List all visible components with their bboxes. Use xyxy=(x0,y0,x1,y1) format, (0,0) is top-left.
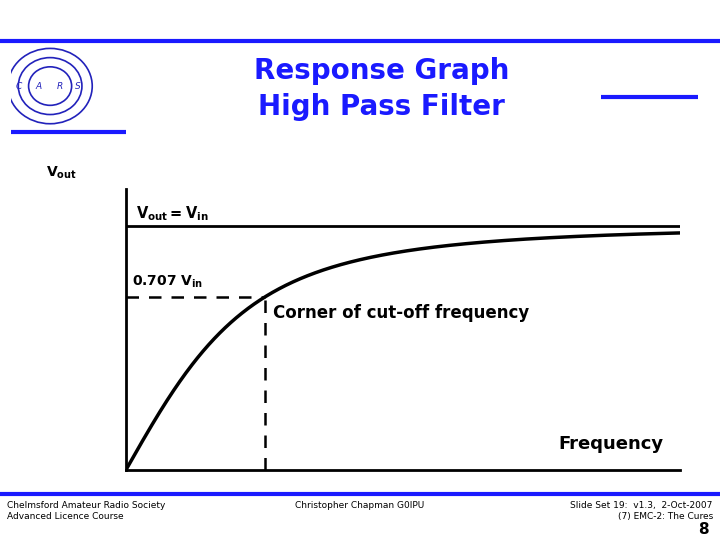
Text: Corner of cut-off frequency: Corner of cut-off frequency xyxy=(273,305,529,322)
Text: Christopher Chapman G0IPU: Christopher Chapman G0IPU xyxy=(295,501,425,510)
Text: R: R xyxy=(56,82,63,91)
Text: $\mathbf{0.707\ V_{in}}$: $\mathbf{0.707\ V_{in}}$ xyxy=(132,273,202,290)
Text: Slide Set 19:  v1.3,  2-Oct-2007: Slide Set 19: v1.3, 2-Oct-2007 xyxy=(570,501,713,510)
Text: $\mathbf{V_{out}}$: $\mathbf{V_{out}}$ xyxy=(46,165,76,181)
Text: $\mathbf{V_{out} = V_{in}}$: $\mathbf{V_{out} = V_{in}}$ xyxy=(136,204,209,223)
Text: Frequency: Frequency xyxy=(559,435,664,453)
Text: A: A xyxy=(36,82,42,91)
Text: 8: 8 xyxy=(698,522,709,537)
Text: Chelmsford Amateur Radio Society: Chelmsford Amateur Radio Society xyxy=(7,501,166,510)
Text: C: C xyxy=(15,82,22,91)
Text: S: S xyxy=(76,82,81,91)
Text: Response Graph
High Pass Filter: Response Graph High Pass Filter xyxy=(254,57,509,121)
Circle shape xyxy=(33,71,67,101)
Text: Advanced Licence Course: Advanced Licence Course xyxy=(7,512,124,521)
Text: (7) EMC-2: The Cures: (7) EMC-2: The Cures xyxy=(618,512,713,521)
